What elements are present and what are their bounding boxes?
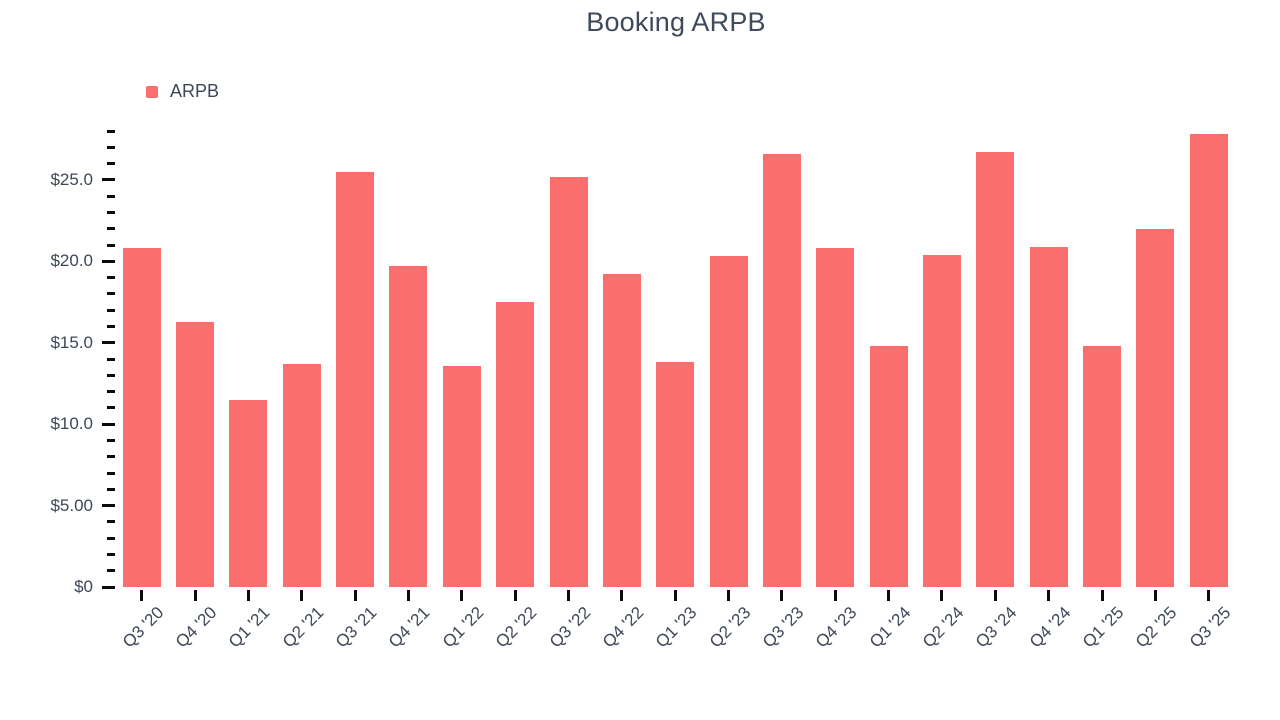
y-axis-minor-tick <box>107 276 115 280</box>
x-axis-tick <box>673 590 677 601</box>
bar-q3-24[interactable] <box>976 152 1015 587</box>
y-axis-minor-tick <box>107 455 115 459</box>
y-axis-minor-tick <box>107 162 115 166</box>
y-axis-major-tick <box>102 341 115 345</box>
y-axis-minor-tick <box>107 357 115 361</box>
y-axis-major-tick <box>102 422 115 426</box>
x-axis-tick <box>1047 590 1051 601</box>
y-axis-label: $15.0 <box>50 332 93 352</box>
x-axis-tick <box>300 590 304 601</box>
y-axis-minor-tick <box>107 243 115 247</box>
y-axis-minor-tick <box>107 471 115 475</box>
y-axis-minor-tick <box>107 552 115 556</box>
bar-q2-21[interactable] <box>282 363 321 587</box>
y-axis-minor-tick <box>107 487 115 491</box>
x-axis-tick <box>940 590 944 601</box>
x-axis-label-q3-25: Q3 '25 <box>1185 603 1235 652</box>
bar-q4-22[interactable] <box>602 274 641 587</box>
x-axis-tick <box>513 590 517 601</box>
x-axis-tick <box>727 590 731 601</box>
x-axis-tick <box>887 590 891 601</box>
bar-q1-25[interactable] <box>1083 345 1121 587</box>
x-axis-tick <box>1100 590 1104 601</box>
y-axis-minor-tick <box>107 390 115 394</box>
y-axis-minor-tick <box>107 308 115 312</box>
x-axis-tick <box>780 590 784 601</box>
bar-q1-22[interactable] <box>442 365 481 587</box>
bar-q3-25[interactable] <box>1189 134 1228 587</box>
x-axis-tick <box>140 590 144 601</box>
x-axis-tick <box>1153 590 1157 601</box>
y-axis-minor-tick <box>107 194 115 198</box>
bar-q2-24[interactable] <box>922 254 961 587</box>
x-axis-tick <box>620 590 624 601</box>
legend-item-arpb[interactable]: ARPB <box>146 81 219 102</box>
bar-q3-23[interactable] <box>762 153 801 587</box>
legend-label: ARPB <box>170 81 220 101</box>
y-axis-minor-tick <box>107 227 115 231</box>
y-axis-major-tick <box>102 178 115 182</box>
bar-q4-23[interactable] <box>816 248 855 587</box>
y-axis-major-tick <box>102 504 115 508</box>
bar-q1-21[interactable] <box>229 399 268 587</box>
y-axis-minor-tick <box>107 145 115 149</box>
bar-q4-21[interactable] <box>389 266 428 587</box>
x-axis-tick <box>567 590 570 601</box>
x-axis-tick <box>460 590 464 601</box>
y-axis-label: $0 <box>74 577 93 596</box>
bar-q1-23[interactable] <box>656 362 695 587</box>
y-axis-label: $5.00 <box>50 495 93 515</box>
bar-q2-25[interactable] <box>1136 228 1175 587</box>
x-axis-tick <box>993 590 997 601</box>
bar-q2-23[interactable] <box>709 256 748 587</box>
y-axis-minor-tick <box>107 406 115 410</box>
x-axis-tick <box>193 590 197 601</box>
y-axis-minor-tick <box>107 129 115 133</box>
y-axis-label: $20.0 <box>50 251 93 271</box>
y-axis-minor-tick <box>107 210 115 214</box>
y-axis-label: $10.0 <box>50 414 93 434</box>
y-axis-minor-tick <box>107 324 115 328</box>
x-axis-tick <box>246 590 250 601</box>
bar-q3-20[interactable] <box>122 248 161 587</box>
y-axis-minor-tick <box>107 438 115 442</box>
y-axis-minor-tick <box>107 520 115 524</box>
x-axis-tick <box>833 590 837 601</box>
y-axis-minor-tick <box>107 292 115 296</box>
bar-q2-22[interactable] <box>496 302 535 587</box>
y-axis-minor-tick <box>107 536 115 540</box>
x-axis-tick <box>1207 590 1211 601</box>
bar-q3-22[interactable] <box>549 176 588 587</box>
chart-title: Booking ARPB <box>586 7 766 37</box>
x-axis-tick <box>406 590 410 601</box>
bar-q1-24[interactable] <box>869 345 908 587</box>
y-axis-minor-tick <box>107 373 115 377</box>
y-axis-label: $25.0 <box>50 169 93 189</box>
bar-q3-21[interactable] <box>336 171 375 587</box>
bar-q4-20[interactable] <box>176 321 215 587</box>
x-axis-tick <box>353 590 357 601</box>
y-axis-minor-tick <box>107 569 115 573</box>
legend-swatch-icon <box>146 85 158 98</box>
y-axis-major-tick <box>102 585 115 589</box>
y-axis-major-tick <box>102 259 115 263</box>
bar-q4-24[interactable] <box>1029 246 1068 587</box>
